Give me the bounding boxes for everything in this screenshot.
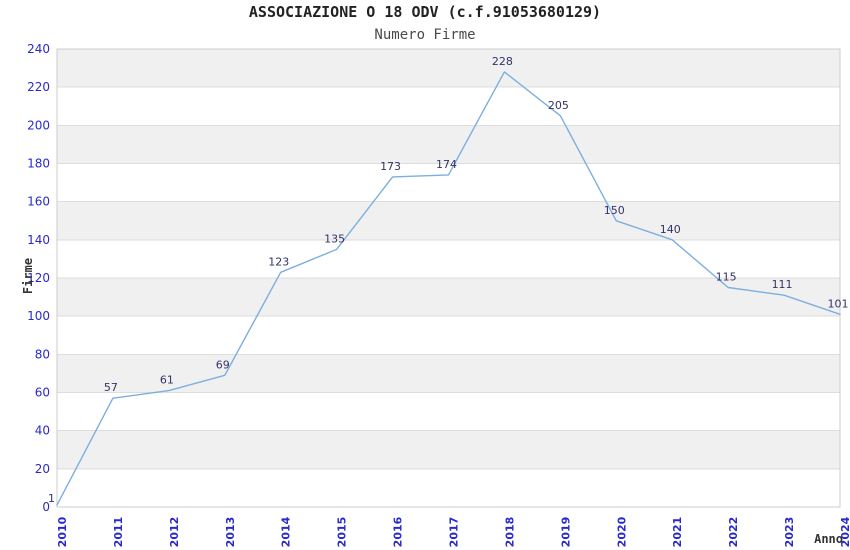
plot-band xyxy=(57,87,840,126)
x-tick-label: 2014 xyxy=(280,516,293,547)
x-tick-label: 2021 xyxy=(671,517,684,548)
plot-band xyxy=(57,468,840,507)
plot-border xyxy=(56,48,841,508)
x-tick-label: 2019 xyxy=(559,517,572,548)
point-label: 135 xyxy=(324,232,345,245)
plot-band xyxy=(57,49,840,88)
chart-title: ASSOCIAZIONE O 18 ODV (c.f.91053680129) xyxy=(249,3,601,21)
y-tick-label: 100 xyxy=(27,309,50,323)
x-tick-label: 2011 xyxy=(112,517,125,548)
x-tick-label: 2022 xyxy=(727,517,740,548)
point-label: 228 xyxy=(492,55,513,68)
x-tick-label: 2017 xyxy=(448,517,461,548)
x-tick-label: 2012 xyxy=(168,517,181,548)
x-tick-label: 2010 xyxy=(56,516,69,547)
y-tick-label: 240 xyxy=(27,42,50,56)
point-label: 205 xyxy=(548,99,569,112)
y-axis-title: Firme xyxy=(21,258,35,294)
plot-band xyxy=(57,316,840,355)
y-tick-label: 0 xyxy=(42,500,50,514)
y-tick-label: 160 xyxy=(27,195,50,209)
data-point-labels: 1 57 61 69 123 135 173 174 228 205 150 140 115 111 101 xyxy=(48,55,849,505)
y-tick-label: 180 xyxy=(27,157,50,171)
x-axis-title: Anno xyxy=(814,532,843,546)
plot-band xyxy=(57,125,840,164)
point-label: 61 xyxy=(160,374,174,387)
point-label: 1 xyxy=(48,492,55,505)
point-label: 123 xyxy=(268,255,289,268)
chart-subtitle: Numero Firme xyxy=(374,27,475,43)
plot-band xyxy=(57,201,840,240)
plot-band xyxy=(57,354,840,393)
point-label: 173 xyxy=(380,160,401,173)
x-axis-tick-labels: 2010 2011 2012 2013 2014 2015 2016 2017 2018 2019… xyxy=(56,516,850,547)
y-tick-label: 80 xyxy=(35,347,50,361)
x-tick-label: 2016 xyxy=(392,516,405,547)
x-tick-label: 2013 xyxy=(224,517,237,548)
y-tick-label: 200 xyxy=(27,118,50,132)
series-polyline xyxy=(56,71,841,506)
x-tick-label: 2020 xyxy=(615,516,628,547)
y-tick-label: 120 xyxy=(27,271,50,285)
x-tick-label: 2023 xyxy=(783,517,796,548)
y-tick-label: 220 xyxy=(27,80,50,94)
point-label: 150 xyxy=(604,204,625,217)
point-label: 101 xyxy=(828,297,849,310)
plot-background-bands xyxy=(57,49,840,507)
point-label: 111 xyxy=(772,278,793,291)
y-tick-label: 140 xyxy=(27,233,50,247)
y-tick-label: 20 xyxy=(35,462,50,476)
y-tick-label: 40 xyxy=(35,424,50,438)
y-axis-tick-labels: 0 20 40 60 80 100 120 140 160 180 200 220 240 xyxy=(27,42,50,514)
plot-band xyxy=(57,278,840,317)
data-series-line xyxy=(56,71,841,506)
y-tick-label: 60 xyxy=(35,386,50,400)
x-tick-label: 2015 xyxy=(336,517,349,548)
plot-band xyxy=(57,163,840,202)
plot-band xyxy=(57,392,840,431)
point-label: 57 xyxy=(104,381,118,394)
plot-band xyxy=(57,430,840,469)
point-label: 69 xyxy=(216,358,230,371)
point-label: 140 xyxy=(660,223,681,236)
x-tick-label: 2018 xyxy=(503,517,516,548)
point-label: 174 xyxy=(436,158,457,171)
point-label: 115 xyxy=(716,271,737,284)
x-tick-label: 2024 xyxy=(839,516,850,547)
